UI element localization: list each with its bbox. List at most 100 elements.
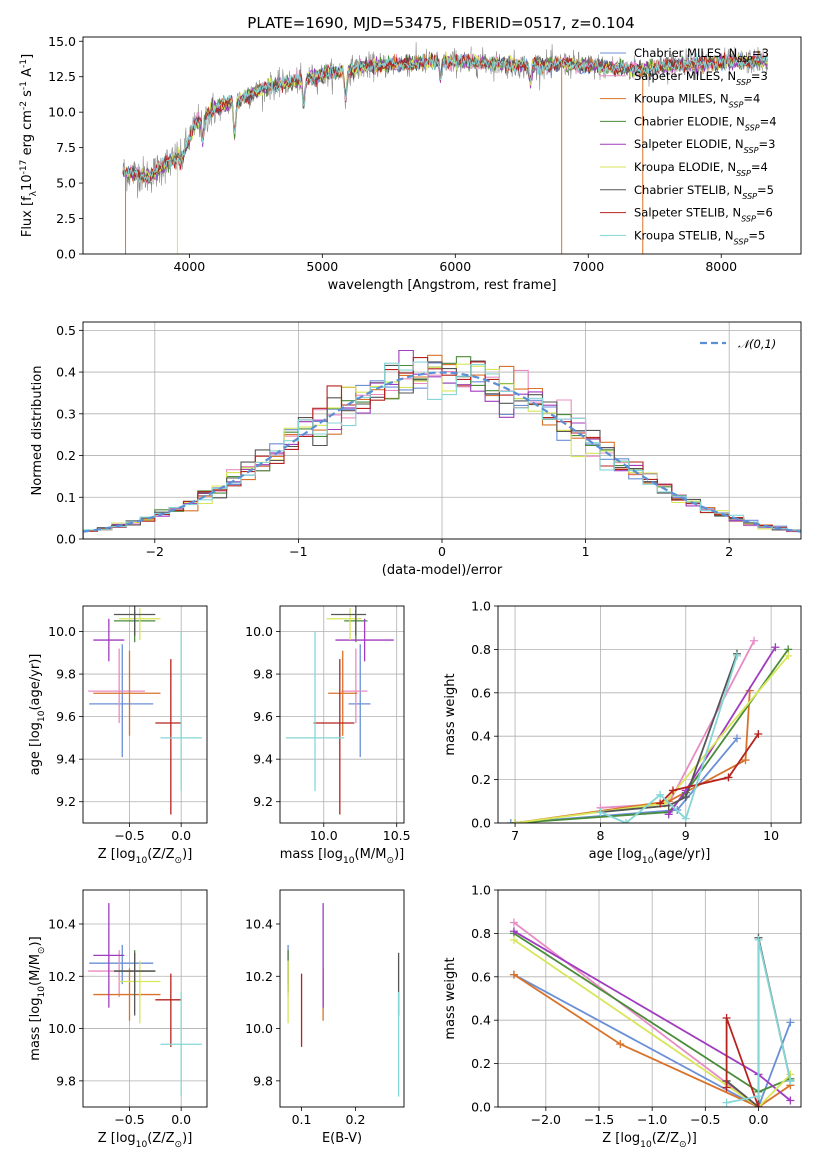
y-tick-label: 9.6 bbox=[56, 709, 76, 724]
model-spectrum-5 bbox=[122, 50, 768, 181]
weight-marker bbox=[771, 643, 780, 652]
x-axis-label: E(B-V) bbox=[322, 1131, 362, 1146]
panel-spectrum: 4000 5000 6000 7000 8000 0.0 2.5 5.0 7.5 10.0 12.5… bbox=[19, 34, 802, 293]
x-axis-label: mass [log10(M/M⊙)] bbox=[280, 847, 404, 866]
plot-area bbox=[285, 606, 394, 815]
x-tick-label: 8 bbox=[596, 828, 604, 843]
legend-label: Salpeter STELIB, NSSP=6 bbox=[634, 206, 773, 224]
x-tick-label: 7 bbox=[511, 828, 519, 843]
y-tick-label: 0.0 bbox=[56, 247, 76, 262]
weight-marker bbox=[664, 810, 673, 819]
x-tick-label: −0.5 bbox=[114, 1112, 144, 1127]
weight-line-4 bbox=[667, 646, 777, 815]
y-tick-label: 15.0 bbox=[48, 34, 76, 49]
legend-label: Chabrier ELODIE, NSSP=4 bbox=[634, 114, 777, 131]
y-tick-label: 2.5 bbox=[56, 211, 76, 226]
legend: Chabrier MILES, NSSP=3 Salpeter MILES, NS… bbox=[600, 46, 777, 246]
x-tick-label: 0.0 bbox=[749, 1112, 769, 1127]
axes: 0.1 0.2 9.8 10.0 10.2 10.4 E(B-V) bbox=[245, 889, 405, 1146]
weight-marker bbox=[656, 790, 665, 799]
weight-marker bbox=[656, 799, 665, 808]
y-tick-label: 10.2 bbox=[48, 969, 76, 984]
model-spectrum-8 bbox=[122, 52, 768, 183]
weight-marker bbox=[724, 773, 733, 782]
weight-line-2 bbox=[513, 973, 791, 1107]
weight-marker bbox=[722, 1083, 731, 1092]
y-tick-label: 0.0 bbox=[56, 532, 76, 547]
x-tick-label: 10.5 bbox=[383, 828, 411, 843]
grid bbox=[498, 605, 801, 824]
legend-label: Salpeter MILES, NSSP=3 bbox=[634, 69, 768, 87]
y-axis-label: age [log10(age/yr)] bbox=[28, 654, 47, 776]
weight-marker bbox=[754, 1092, 763, 1101]
weight-marker bbox=[616, 1040, 625, 1049]
panel-residuals: −2 −1 0 1 2 0.0 0.1 0.2 0.3 0.4 0.5 (data-model)/er… bbox=[30, 321, 802, 578]
weight-marker bbox=[754, 1103, 763, 1107]
plot-area bbox=[509, 918, 795, 1107]
weight-marker bbox=[754, 730, 763, 739]
legend-label: Kroupa ELODIE, NSSP=4 bbox=[634, 160, 768, 178]
weight-marker bbox=[509, 935, 518, 944]
axes-frame bbox=[279, 889, 405, 1108]
axes: −2 −1 0 1 2 0.0 0.1 0.2 0.3 0.4 0.5 (data-model)/er… bbox=[30, 321, 802, 578]
legend-label: 𝒩(0,1) bbox=[738, 337, 776, 351]
y-tick-label: 10.4 bbox=[245, 916, 273, 931]
weight-line-8 bbox=[726, 939, 792, 1104]
weight-line-2 bbox=[514, 690, 751, 823]
legend-label: Kroupa STELIB, NSSP=5 bbox=[634, 228, 765, 246]
legend: 𝒩(0,1) bbox=[700, 337, 776, 351]
weight-line-5 bbox=[513, 939, 792, 1107]
axes: −0.5 0.0 9.8 10.0 10.2 10.4 Z [log10(Z/Z⊙)] mas… bbox=[28, 889, 208, 1150]
panel-weight_vs_Z: −2.0 −1.5 −1.0 −0.5 0.0 0.0 0.2 0.4 0.6 0.8 1.0 Z [… bbox=[443, 883, 802, 1150]
figure-title: PLATE=1690, MJD=53475, FIBERID=0517, z=0… bbox=[247, 14, 634, 32]
y-tick-label: 10.0 bbox=[48, 105, 76, 120]
x-tick-label: −1.5 bbox=[584, 1112, 614, 1127]
x-tick-label: 9 bbox=[682, 828, 690, 843]
x-tick-label: −2.0 bbox=[531, 1112, 561, 1127]
plot-area bbox=[88, 903, 202, 1097]
weight-line-7 bbox=[659, 733, 760, 805]
weight-marker bbox=[668, 786, 677, 795]
y-axis-label: Flux [fλ10-17 erg cm-2 s-1 A-1] bbox=[19, 54, 39, 237]
y-tick-label: 1.0 bbox=[471, 883, 491, 898]
axes-frame bbox=[82, 889, 208, 1108]
x-tick-label: 0.1 bbox=[292, 1112, 312, 1127]
axes-frame bbox=[279, 605, 405, 824]
x-tick-label: 8000 bbox=[705, 259, 737, 274]
x-axis-label: age [log10(age/yr)] bbox=[589, 847, 711, 866]
normal-curve bbox=[83, 371, 801, 533]
y-tick-label: 10.4 bbox=[48, 916, 76, 931]
weight-marker bbox=[509, 918, 518, 927]
y-tick-label: 0.0 bbox=[471, 1100, 491, 1115]
weight-marker bbox=[509, 927, 518, 936]
plot-area bbox=[287, 903, 400, 1097]
x-axis-label: (data-model)/error bbox=[382, 563, 503, 578]
y-tick-label: 0.3 bbox=[56, 406, 76, 421]
y-tick-label: 7.5 bbox=[56, 140, 76, 155]
x-axis-label: Z [log10(Z/Z⊙)] bbox=[98, 1131, 193, 1150]
weight-marker bbox=[741, 756, 750, 765]
x-tick-label: 4000 bbox=[173, 259, 205, 274]
axes-frame bbox=[497, 889, 802, 1108]
panel-weight_vs_age: 7 8 9 10 0.0 0.2 0.4 0.6 0.8 1.0 age [log10(age/yr… bbox=[443, 599, 802, 866]
legend-label: Chabrier MILES, NSSP=3 bbox=[634, 46, 769, 64]
y-tick-label: 9.8 bbox=[253, 1073, 273, 1088]
y-tick-label: 0.1 bbox=[56, 490, 76, 505]
y-axis-label: Normed distribution bbox=[30, 366, 45, 496]
axes: −2.0 −1.5 −1.0 −0.5 0.0 0.0 0.2 0.4 0.6 0.8 1.0 Z [… bbox=[443, 883, 802, 1150]
x-tick-label: −1 bbox=[289, 544, 307, 559]
grid bbox=[280, 606, 404, 823]
y-tick-label: 0.0 bbox=[471, 816, 491, 831]
legend-label: Chabrier STELIB, NSSP=5 bbox=[634, 183, 774, 201]
axes: 7 8 9 10 0.0 0.2 0.4 0.6 0.8 1.0 age [log10(age/yr… bbox=[443, 599, 802, 866]
y-tick-label: 10.2 bbox=[245, 969, 273, 984]
axes: 10.0 10.5 9.2 9.4 9.6 9.8 10.0 mass [log10(M/M⊙… bbox=[245, 605, 411, 866]
weight-marker bbox=[784, 651, 793, 660]
y-tick-label: 10.0 bbox=[245, 1021, 273, 1036]
weight-marker bbox=[511, 819, 520, 823]
y-tick-label: 0.6 bbox=[471, 969, 491, 984]
y-tick-label: 0.4 bbox=[471, 729, 491, 744]
weight-marker bbox=[681, 814, 690, 823]
panel-mass_vs_Z: −0.5 0.0 9.8 10.0 10.2 10.4 Z [log10(Z/Z⊙)] mas… bbox=[28, 889, 208, 1150]
y-tick-label: 9.4 bbox=[253, 752, 273, 767]
